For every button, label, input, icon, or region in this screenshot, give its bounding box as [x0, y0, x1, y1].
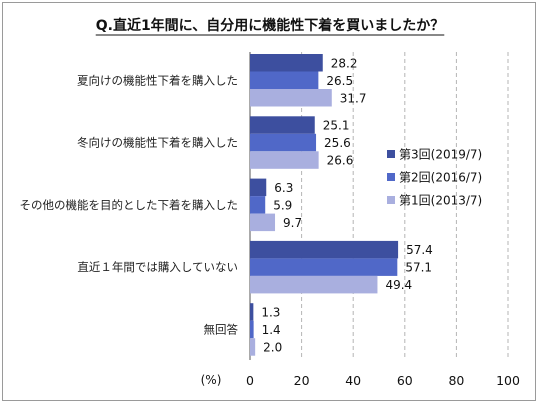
legend-label: 第2回(2016/7): [399, 171, 482, 185]
category-labels: 夏向けの機能性下着を購入した冬向けの機能性下着を購入したその他の機能を目的とした…: [20, 73, 239, 336]
bar: [250, 71, 319, 89]
tick-label: 60: [397, 373, 413, 388]
value-label: 9.7: [283, 216, 302, 230]
bar: [250, 116, 315, 134]
bar: [250, 338, 256, 356]
value-label: 5.9: [273, 198, 292, 212]
tick-label: 80: [448, 373, 464, 388]
tick-label: 100: [496, 373, 520, 388]
category-label: その他の機能を目的とした下着を購入した: [20, 198, 239, 212]
value-labels: 28.2 26.5 31.7 25.1 25.6 26.6 6.3 5.9 9.7 57.4 57.…: [261, 56, 432, 354]
legend-label: 第1回(2013/7): [399, 194, 482, 208]
value-label: 57.1: [405, 261, 432, 275]
value-label: 25.6: [324, 136, 351, 150]
legend-swatch: [387, 173, 395, 181]
bars-group: [250, 54, 399, 356]
bar: [250, 151, 319, 169]
bar: [250, 258, 398, 276]
value-label: 57.4: [406, 243, 433, 257]
chart-title: Q.直近1年間に、自分用に機能性下着を買いましたか？: [96, 17, 445, 34]
bar: [250, 89, 332, 107]
category-label: 冬向けの機能性下着を購入した: [77, 136, 238, 150]
value-label: 1.3: [261, 305, 280, 319]
value-label: 26.5: [326, 74, 353, 88]
category-label: 直近１年間では購入していない: [77, 260, 238, 274]
bar: [250, 240, 399, 259]
bar: [250, 178, 267, 197]
unit-label: (%): [201, 373, 222, 387]
bar: [250, 196, 266, 214]
legend-label: 第3回(2019/7): [399, 148, 482, 162]
bar: [250, 320, 254, 339]
tick-label: 20: [294, 373, 310, 388]
value-label: 31.7: [340, 91, 367, 105]
legend: 第3回(2019/7) 第2回(2016/7) 第1回(2013/7): [387, 148, 482, 208]
bar: [250, 213, 276, 232]
value-label: 49.4: [385, 278, 412, 292]
legend-swatch: [387, 150, 395, 158]
category-label: 無回答: [204, 322, 239, 336]
bar: [250, 133, 317, 152]
value-label: 6.3: [274, 181, 293, 195]
value-label: 2.0: [263, 340, 282, 354]
x-axis-ticks: 0 20 40 60 80 100: [246, 373, 520, 388]
bar: [250, 303, 254, 321]
bar: [250, 275, 378, 294]
value-label: 26.6: [327, 154, 354, 168]
value-label: 1.4: [262, 323, 281, 337]
value-label: 28.2: [331, 56, 358, 70]
category-label: 夏向けの機能性下着を購入した: [77, 73, 238, 87]
tick-label: 0: [246, 373, 254, 388]
legend-swatch: [387, 196, 395, 204]
bar: [250, 54, 323, 72]
value-label: 25.1: [323, 119, 350, 133]
tick-label: 40: [345, 373, 361, 388]
